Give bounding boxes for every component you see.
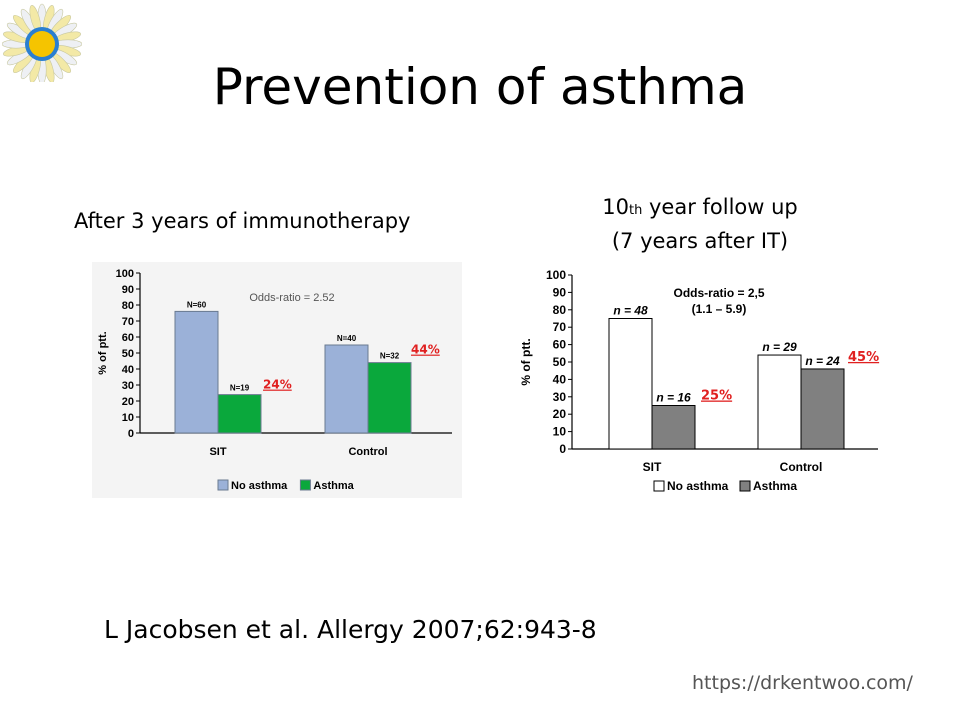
y-tick-label: 40	[553, 372, 567, 386]
y-tick-label: 20	[122, 396, 134, 408]
highlight-percent-label: 24%	[263, 378, 292, 392]
y-tick-label: 10	[553, 425, 567, 439]
odds-ratio-annotation: Odds-ratio = 2,5	[673, 286, 764, 300]
bar-control-asthma	[367, 362, 412, 434]
bar-count-label: n = 16	[656, 391, 691, 405]
highlight-percent-label: 45%	[848, 350, 879, 365]
legend-label: No asthma	[667, 479, 729, 493]
page-title: Prevention of asthma	[212, 58, 748, 116]
legend-swatch	[299, 479, 311, 491]
y-tick-label: 50	[553, 355, 567, 369]
category-label: SIT	[209, 446, 226, 458]
y-tick-label: 20	[553, 407, 567, 421]
bar-sit-no-asthma	[174, 310, 219, 434]
legend-swatch	[653, 480, 665, 492]
y-tick-label: 40	[122, 364, 134, 376]
bar-control-asthma	[800, 368, 845, 450]
y-tick-label: 90	[553, 285, 567, 299]
y-tick-label: 60	[122, 332, 134, 344]
bar-sit-asthma	[651, 405, 696, 450]
y-tick-label: 60	[553, 338, 567, 352]
bar-count-label: N=19	[230, 384, 250, 393]
y-tick-label: 30	[122, 380, 134, 392]
y-tick-label: 0	[128, 428, 134, 440]
right-chart: 0 10 20 30 40 50 60 70 80 90 100 % of ptt. n = 48 n =…	[510, 262, 888, 498]
legend-label: Asthma	[313, 480, 354, 492]
bar-count-label: n = 29	[762, 340, 797, 354]
citation: L Jacobsen et al. Allergy 2007;62:943-8	[104, 615, 597, 644]
right-subtitle-line1: 10th year follow up	[560, 192, 840, 226]
legend-swatch	[739, 480, 751, 492]
category-label: Control	[780, 460, 823, 474]
source-url[interactable]: https://drkentwoo.com/	[692, 672, 913, 694]
y-tick-label: 0	[559, 442, 566, 456]
left-chart: 0 10 20 30 40 50 60 70 80 90 100 % of ptt. N=60 N=19 S…	[92, 262, 462, 498]
y-tick-label: 80	[122, 300, 134, 312]
y-axis-label: % of ptt.	[97, 331, 109, 374]
bar-count-label: N=60	[187, 300, 207, 309]
y-tick-label: 10	[122, 412, 134, 424]
y-tick-label: 70	[553, 320, 567, 334]
y-tick-label: 70	[122, 316, 134, 328]
y-tick-label: 50	[122, 348, 134, 360]
bar-sit-no-asthma	[608, 318, 653, 450]
y-tick-label: 80	[553, 303, 567, 317]
bar-count-label: n = 24	[805, 354, 840, 368]
category-label: Control	[348, 446, 387, 458]
bar-count-label: n = 48	[613, 304, 648, 318]
legend-swatch	[217, 479, 229, 491]
bar-sit-asthma	[217, 394, 262, 434]
sunflower-logo-icon	[2, 3, 82, 82]
bar-control-no-asthma	[324, 344, 369, 434]
right-chart-svg: 0 10 20 30 40 50 60 70 80 90 100 % of ptt. n = 48 n =…	[519, 268, 879, 493]
right-subtitle-line2: (7 years after IT)	[611, 229, 789, 253]
left-chart-subtitle: After 3 years of immunotherapy	[74, 209, 411, 233]
y-tick-label: 90	[122, 284, 134, 296]
bar-control-no-asthma	[757, 354, 802, 450]
legend-label: No asthma	[231, 480, 288, 492]
right-subtitle-suffix: th	[628, 203, 643, 218]
y-tick-label: 100	[116, 268, 134, 280]
right-subtitle-rest: year follow up	[642, 195, 798, 219]
bar-count-label: N=32	[380, 352, 400, 361]
highlight-percent-label: 44%	[411, 343, 440, 357]
right-chart-subtitle: 10th year follow up (7 years after IT)	[560, 192, 840, 256]
highlight-percent-label: 25%	[701, 389, 732, 404]
y-tick-label: 30	[553, 390, 567, 404]
odds-ratio-interval: (1.1 – 5.9)	[692, 302, 747, 316]
category-label: SIT	[643, 460, 662, 474]
left-chart-svg: 0 10 20 30 40 50 60 70 80 90 100 % of ptt. N=60 N=19 S…	[97, 268, 452, 492]
bar-count-label: N=40	[337, 334, 357, 343]
y-axis-label: % of ptt.	[519, 338, 533, 385]
legend-label: Asthma	[753, 479, 797, 493]
y-tick-label: 100	[546, 268, 566, 282]
odds-ratio-annotation: Odds-ratio = 2.52	[249, 292, 334, 304]
right-subtitle-number: 10	[602, 195, 629, 219]
